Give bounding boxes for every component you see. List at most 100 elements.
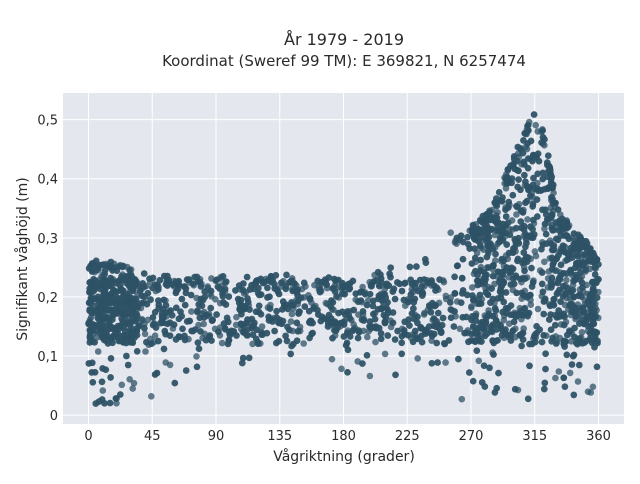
- data-point: [570, 309, 578, 316]
- data-point: [515, 176, 522, 183]
- data-point: [162, 302, 170, 309]
- data-point: [150, 320, 158, 327]
- data-point: [344, 346, 352, 354]
- data-point: [510, 155, 518, 163]
- data-point: [458, 274, 466, 282]
- data-point: [484, 248, 492, 255]
- data-point: [501, 222, 509, 230]
- data-point: [349, 277, 357, 285]
- data-point: [297, 294, 305, 302]
- data-point: [570, 293, 578, 301]
- data-point: [125, 294, 133, 302]
- data-point: [447, 306, 455, 313]
- data-point: [447, 229, 455, 236]
- data-point: [573, 339, 580, 347]
- data-point: [155, 337, 162, 345]
- data-point: [541, 258, 548, 266]
- chart-title-line1: År 1979 - 2019: [284, 30, 404, 49]
- data-point: [512, 240, 520, 247]
- data-point: [359, 308, 367, 315]
- data-point: [377, 305, 385, 313]
- data-point: [512, 311, 519, 318]
- data-point: [136, 287, 144, 295]
- data-point: [502, 185, 510, 192]
- data-point: [500, 227, 507, 235]
- data-point: [468, 304, 475, 312]
- data-point: [578, 293, 585, 300]
- data-point: [518, 342, 525, 350]
- x-tick-label: 180: [331, 429, 356, 444]
- data-point: [430, 315, 438, 322]
- data-point: [542, 230, 550, 238]
- data-point: [107, 274, 114, 282]
- data-point: [151, 371, 159, 378]
- data-point: [502, 213, 510, 220]
- data-point: [354, 334, 362, 342]
- data-point: [275, 290, 283, 298]
- data-point: [309, 329, 316, 337]
- data-point: [530, 216, 537, 224]
- data-point: [436, 276, 443, 283]
- data-point: [433, 323, 440, 331]
- data-point: [500, 298, 508, 306]
- data-point: [459, 290, 466, 297]
- data-point: [175, 281, 182, 288]
- data-point: [406, 322, 413, 329]
- data-point: [143, 300, 151, 308]
- data-point: [99, 365, 106, 372]
- data-point: [155, 297, 162, 304]
- data-point: [422, 330, 430, 337]
- data-point: [127, 288, 134, 295]
- data-point: [191, 273, 198, 281]
- data-point: [456, 325, 464, 333]
- data-point: [492, 307, 500, 314]
- data-point: [459, 255, 467, 263]
- data-point: [390, 285, 398, 293]
- data-point: [207, 304, 214, 312]
- data-point: [524, 395, 532, 403]
- data-point: [521, 305, 528, 313]
- data-point: [503, 241, 511, 248]
- data-point: [500, 278, 508, 286]
- data-point: [574, 378, 582, 385]
- data-point: [419, 282, 426, 290]
- data-point: [577, 269, 584, 277]
- data-point: [489, 272, 497, 280]
- data-point: [581, 251, 588, 258]
- data-point: [193, 363, 201, 371]
- data-point: [119, 262, 126, 270]
- data-point: [551, 267, 559, 275]
- data-point: [543, 240, 550, 247]
- data-point: [222, 301, 230, 308]
- data-point: [177, 308, 184, 316]
- data-point: [168, 312, 176, 319]
- data-point: [221, 325, 229, 332]
- data-point: [181, 301, 189, 309]
- data-point: [118, 315, 125, 323]
- data-point: [107, 258, 115, 266]
- data-point: [538, 269, 546, 276]
- data-point: [534, 305, 542, 313]
- data-point: [377, 330, 385, 337]
- data-point: [144, 289, 152, 297]
- data-point: [364, 333, 371, 341]
- data-point: [539, 175, 546, 183]
- data-point: [113, 395, 120, 402]
- data-point: [239, 354, 247, 362]
- data-point: [113, 400, 120, 407]
- data-point: [476, 324, 484, 332]
- data-point: [494, 320, 502, 328]
- data-point: [394, 279, 401, 286]
- data-point: [113, 288, 120, 296]
- data-point: [487, 299, 494, 307]
- data-point: [295, 310, 302, 317]
- data-point: [140, 270, 148, 277]
- data-point: [477, 217, 484, 225]
- data-point: [531, 248, 539, 255]
- data-point: [509, 191, 517, 199]
- data-point: [278, 279, 285, 287]
- data-point: [107, 355, 115, 362]
- data-point: [512, 224, 520, 232]
- data-point: [328, 321, 335, 328]
